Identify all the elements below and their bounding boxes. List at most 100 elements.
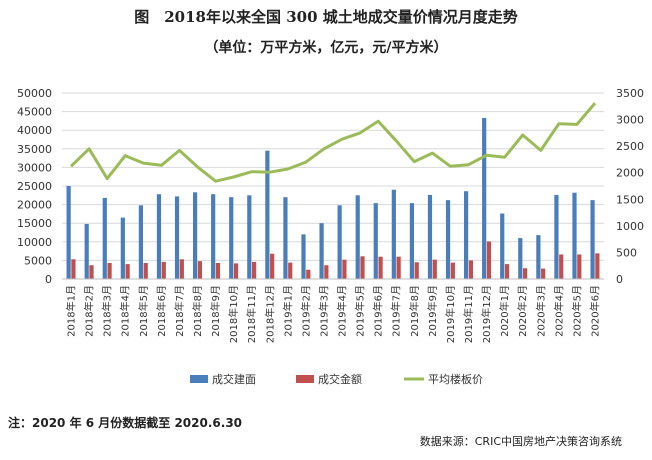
x-tick-label: 2020年6月 [589, 285, 602, 337]
bar-amount [523, 268, 528, 279]
x-tick-label: 2020年4月 [552, 285, 565, 337]
left-tick-label: 40000 [17, 124, 52, 137]
x-tick-label: 2019年6月 [372, 285, 385, 337]
left-tick-label: 30000 [17, 161, 52, 174]
bar-area [554, 194, 559, 279]
x-tick-label: 2020年5月 [570, 285, 583, 337]
x-axis: 2018年1月 2018年2月 2018年3月 2018年4月 2018年5月 2018年… [62, 278, 604, 343]
bar-area [337, 205, 342, 279]
bar-area [518, 238, 523, 279]
x-tick-label: 2019年9月 [426, 285, 439, 337]
x-tick-label: 2019年5月 [354, 285, 367, 337]
price-line [69, 102, 597, 183]
x-tick-label: 2018年11月 [245, 285, 258, 343]
x-tick-label: 2019年11月 [462, 285, 475, 343]
grid-lines [62, 92, 604, 280]
bar-amount [486, 241, 492, 279]
bar-area [138, 205, 143, 279]
bar-area [265, 150, 270, 279]
right-y-axis: 0 500 1000 1500 2000 2500 3000 3500 [616, 87, 644, 286]
x-tick-label: 2019年4月 [336, 285, 349, 337]
x-tick-label: 2019年3月 [318, 285, 331, 337]
bar-area [409, 203, 414, 279]
x-tick-label: 2020年3月 [534, 285, 547, 337]
x-tick-label: 2019年10月 [444, 285, 457, 343]
right-tick-label: 2500 [616, 140, 644, 153]
right-tick-label: 3000 [616, 114, 644, 127]
right-tick-label: 2000 [616, 167, 644, 180]
bar-area [500, 213, 505, 279]
legend-label: 成交金额 [318, 372, 362, 386]
bar-amount [468, 260, 473, 279]
left-tick-label: 15000 [17, 217, 52, 230]
legend-label: 平均楼板价 [428, 372, 483, 386]
bar-area [193, 192, 198, 279]
bar-amount [233, 263, 239, 279]
bar-area [229, 197, 234, 279]
legend-swatch [190, 375, 208, 383]
left-tick-label: 20000 [17, 199, 52, 212]
bar-area [536, 235, 541, 279]
bar-amount [270, 253, 275, 279]
bar-amount [306, 269, 311, 279]
bar-amount [107, 263, 112, 279]
x-tick-label: 2018年8月 [191, 285, 204, 337]
x-tick-label: 2019年1月 [281, 285, 294, 337]
bar-area [427, 194, 433, 279]
x-tick-label: 2020年2月 [516, 285, 529, 337]
chart-canvas: 0500010000150002000025000300003500040000… [17, 87, 644, 386]
bar-amount [161, 261, 166, 279]
bar-area [283, 197, 288, 279]
bar-amount [179, 259, 184, 279]
left-tick-label: 35000 [17, 143, 52, 156]
bar-area [301, 234, 306, 279]
right-tick-label: 1000 [616, 220, 644, 233]
right-tick-label: 3500 [616, 87, 644, 100]
bar-amount [125, 264, 130, 279]
bar-amount [143, 263, 148, 279]
bar-area [355, 195, 360, 279]
left-tick-label: 10000 [17, 236, 52, 249]
x-tick-label: 2018年12月 [263, 285, 276, 343]
x-tick-label: 2018年7月 [173, 285, 186, 337]
x-tick-label: 2019年2月 [299, 285, 312, 337]
bar-amount [396, 256, 401, 279]
bar-amount [595, 253, 600, 279]
bar-amount [342, 259, 347, 279]
bar-amount [577, 254, 582, 279]
bar-amount [288, 262, 293, 279]
bar-area [211, 194, 216, 279]
x-tick-label: 2018年3月 [101, 285, 114, 337]
bar-amount [252, 261, 257, 279]
bar-area [66, 186, 71, 279]
x-tick-label: 2018年4月 [119, 285, 132, 337]
bar-area [445, 200, 451, 279]
bar-amount [324, 265, 329, 279]
x-tick-label: 2020年1月 [498, 285, 511, 337]
right-tick-label: 500 [616, 246, 637, 259]
x-tick-label: 2018年1月 [65, 285, 78, 337]
bar-amount [378, 256, 383, 279]
right-tick-label: 1500 [616, 193, 644, 206]
bar-amount [559, 254, 564, 279]
bar-amount [89, 265, 94, 279]
bar-area [572, 192, 577, 279]
x-tick-label: 2018年9月 [209, 285, 222, 337]
bar-area [482, 117, 487, 279]
bar-amount [432, 259, 437, 279]
bar-area [156, 194, 162, 279]
bar-area [84, 223, 89, 279]
left-tick-label: 5000 [24, 254, 52, 267]
bar-amount [71, 259, 76, 279]
bar-amount [414, 262, 419, 279]
x-tick-label: 2019年8月 [408, 285, 421, 337]
left-tick-label: 0 [45, 273, 52, 286]
bar-area [373, 203, 378, 279]
x-tick-label: 2018年5月 [137, 285, 150, 337]
bar-area [247, 195, 252, 279]
bar-area [319, 223, 324, 279]
x-tick-label: 2018年10月 [227, 285, 240, 343]
legend-swatch [296, 375, 314, 383]
bar-amount [504, 264, 510, 279]
right-tick-label: 0 [616, 273, 623, 286]
